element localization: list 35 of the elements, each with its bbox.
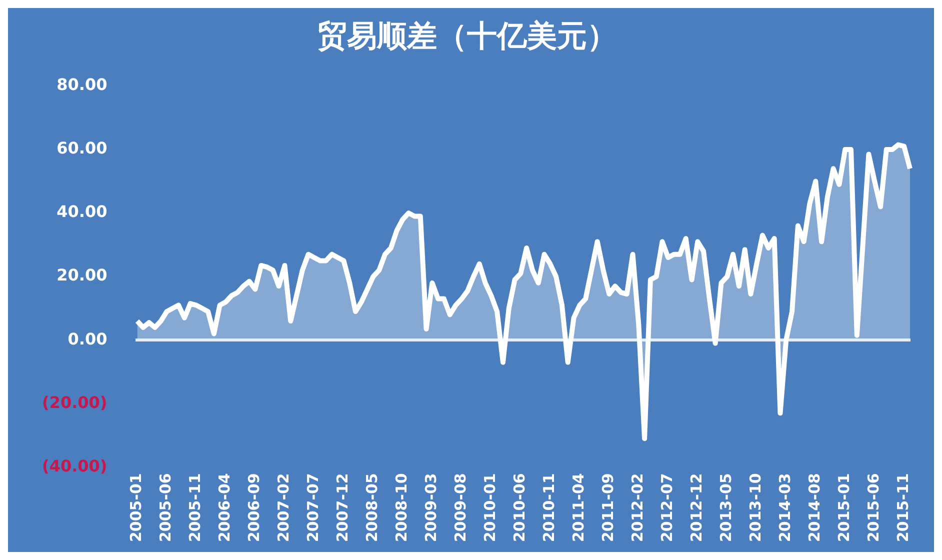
x-tick-label: 2008-10 bbox=[392, 473, 411, 542]
x-tick-label: 2012-12 bbox=[688, 473, 706, 542]
x-tick-label: 2011-09 bbox=[599, 473, 618, 542]
y-tick-label: 0.00 bbox=[68, 329, 108, 348]
x-tick-label: 2009-03 bbox=[422, 473, 440, 542]
x-tick-label: 2011-04 bbox=[570, 473, 588, 542]
chart-title: 贸易顺差（十亿美元） bbox=[317, 18, 617, 54]
y-tick-label: 60.00 bbox=[56, 138, 108, 158]
x-tick-label: 2005-06 bbox=[156, 473, 175, 542]
x-tick-label: 2014-03 bbox=[776, 473, 794, 542]
x-tick-label: 2013-05 bbox=[717, 473, 736, 542]
y-tick-label: 80.00 bbox=[56, 75, 108, 94]
x-tick-label: 2008-05 bbox=[363, 473, 382, 542]
x-tick-label: 2015-06 bbox=[864, 473, 882, 542]
x-tick-label: 2006-04 bbox=[216, 473, 234, 542]
x-tick-label: 2015-01 bbox=[835, 473, 853, 542]
y-tick-label: 40.00 bbox=[56, 202, 108, 222]
x-tick-label: 2012-07 bbox=[658, 473, 676, 542]
x-tick-label: 2012-02 bbox=[628, 473, 647, 542]
y-tick-label: 20.00 bbox=[56, 266, 108, 285]
x-tick-label: 2009-08 bbox=[452, 473, 470, 542]
x-tick-label: 2006-09 bbox=[245, 473, 264, 542]
x-tick-label: 2007-02 bbox=[274, 473, 293, 542]
x-tick-label: 2014-08 bbox=[806, 473, 824, 542]
y-tick-label: (20.00) bbox=[42, 392, 108, 412]
x-tick-label: 2013-10 bbox=[746, 473, 765, 542]
x-tick-label: 2005-11 bbox=[186, 473, 204, 542]
x-tick-label: 2005-01 bbox=[127, 473, 146, 542]
x-tick-label: 2015-11 bbox=[894, 473, 912, 542]
x-tick-label: 2010-01 bbox=[481, 473, 500, 542]
x-tick-label: 2007-07 bbox=[304, 473, 322, 542]
y-tick-label: (40.00) bbox=[42, 456, 108, 476]
x-tick-label: 2007-12 bbox=[334, 473, 352, 542]
x-tick-label: 2010-06 bbox=[510, 473, 529, 542]
x-tick-label: 2010-11 bbox=[540, 473, 558, 542]
